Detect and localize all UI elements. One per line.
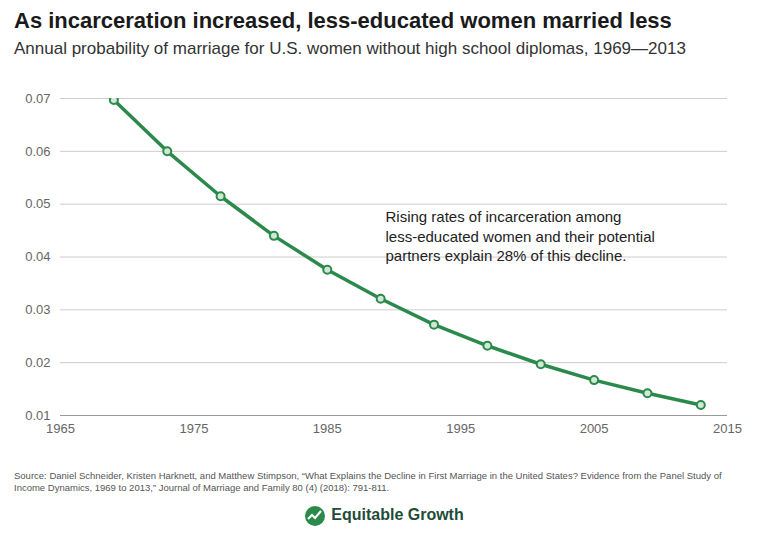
svg-text:0.06: 0.06 — [25, 143, 50, 158]
svg-text:2015: 2015 — [713, 421, 742, 436]
svg-text:0.01: 0.01 — [25, 407, 51, 423]
svg-text:1985: 1985 — [313, 421, 342, 436]
svg-text:0.02: 0.02 — [25, 355, 50, 370]
svg-text:1975: 1975 — [179, 421, 208, 436]
svg-text:2005: 2005 — [580, 421, 609, 436]
svg-text:Rising rates of incarceration: Rising rates of incarceration amongless-… — [386, 208, 655, 264]
html-text:As incarceration increased, le: As incarceration increased, less-educate… — [14, 8, 672, 33]
svg-text:0.04: 0.04 — [25, 249, 50, 264]
svg-text:0.05: 0.05 — [25, 196, 50, 211]
svg-text:0.07: 0.07 — [25, 91, 50, 106]
html-text:Source: Daniel Schneider, Kris: Source: Daniel Schneider, Kristen Harkne… — [14, 470, 722, 493]
svg-text:1965: 1965 — [46, 421, 75, 436]
html-text:Equitable Growth: Equitable Growth — [331, 506, 464, 524]
svg-text:1995: 1995 — [446, 421, 475, 436]
svg-text:0.03: 0.03 — [25, 302, 50, 317]
html-text:Annual probability of marriage: Annual probability of marriage for U.S. … — [14, 39, 686, 58]
